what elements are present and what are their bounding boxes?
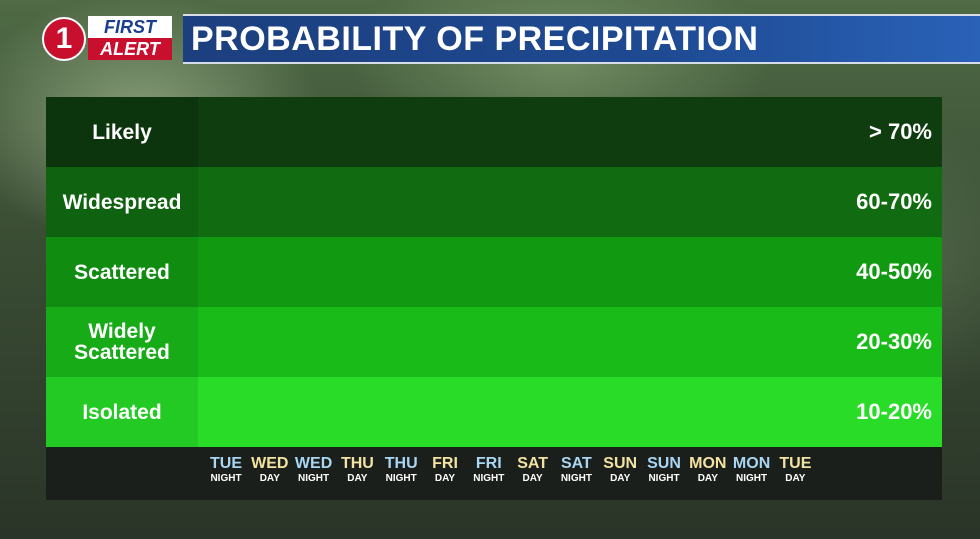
precipitation-chart: Likely > 70% Widespread 60-70% Scattered…: [46, 97, 942, 500]
band-label-text: Widely Scattered: [74, 320, 170, 364]
period-2: WED NIGHT: [292, 455, 336, 485]
period-13: TUE DAY: [773, 455, 817, 485]
band-range: 20-30%: [856, 329, 932, 354]
page-title: PROBABILITY OF PRECIPITATION: [191, 20, 759, 58]
logo-channel-number: 1: [42, 17, 86, 61]
period-time-label: NIGHT: [648, 473, 680, 484]
period-12: MON NIGHT: [730, 455, 774, 485]
period-day-label: SUN: [647, 455, 681, 472]
band-label-text: Widespread: [62, 190, 182, 214]
period-3: THU DAY: [335, 455, 379, 485]
period-time-label: NIGHT: [473, 473, 505, 484]
band-label-text: Scattered: [74, 260, 170, 284]
period-6: FRI NIGHT: [467, 455, 511, 485]
title-bar: PROBABILITY OF PRECIPITATION: [183, 14, 980, 64]
period-5: FRI DAY: [423, 455, 467, 485]
band-label-text: Isolated: [82, 400, 162, 424]
band-label: Likely: [46, 97, 198, 167]
period-day-label: WED: [251, 455, 289, 472]
band-range: > 70%: [869, 119, 932, 144]
period-time-label: DAY: [434, 473, 456, 484]
logo-alert-text: ALERT: [88, 38, 172, 60]
period-8: SAT NIGHT: [554, 455, 598, 485]
first-alert-logo: 1 FIRST ALERT: [42, 16, 172, 62]
band-label: Isolated: [46, 377, 198, 447]
band-range: 10-20%: [856, 399, 932, 424]
period-10: SUN NIGHT: [642, 455, 686, 485]
period-time-label: DAY: [785, 473, 806, 484]
logo-first-text: FIRST: [88, 16, 172, 38]
period-9: SUN DAY: [598, 455, 642, 485]
band-label-text: Likely: [92, 120, 152, 144]
period-day-label: THU: [384, 455, 418, 472]
period-time-label: NIGHT: [298, 473, 330, 484]
period-time-label: DAY: [347, 473, 368, 484]
period-11: MON DAY: [686, 455, 730, 485]
period-time-label: NIGHT: [385, 473, 417, 484]
band-range: 40-50%: [856, 259, 932, 284]
period-day-label: SAT: [517, 455, 548, 472]
period-day-label: TUE: [779, 455, 812, 472]
band-range: 60-70%: [856, 189, 932, 214]
band-likely: Likely > 70%: [46, 97, 942, 167]
band-isolated: Isolated 10-20%: [46, 377, 942, 447]
period-0: TUE NIGHT: [204, 455, 248, 485]
band-label: Widespread: [46, 167, 198, 237]
period-time-label: DAY: [522, 473, 543, 484]
band-widely-scattered: Widely Scattered 20-30%: [46, 307, 942, 377]
period-day-label: THU: [340, 455, 374, 472]
forecast-periods-bar: TUE NIGHT WED DAY WED NIGHT THU DAY THU NIGHT FRI D…: [46, 447, 942, 500]
period-day-label: FRI: [432, 455, 458, 472]
band-label: Scattered: [46, 237, 198, 307]
period-time-label: DAY: [610, 473, 631, 484]
period-time-label: NIGHT: [560, 473, 592, 484]
period-day-label: TUE: [210, 455, 242, 472]
period-time-label: DAY: [697, 473, 718, 484]
period-day-label: FRI: [475, 455, 502, 472]
period-day-label: WED: [294, 455, 333, 472]
period-day-label: MON: [689, 455, 727, 472]
period-day-label: SAT: [560, 455, 592, 472]
band-scattered: Scattered 40-50%: [46, 237, 942, 307]
period-time-label: NIGHT: [736, 473, 768, 484]
band-label: Widely Scattered: [46, 307, 198, 377]
period-1: WED DAY: [248, 455, 292, 485]
band-widespread: Widespread 60-70%: [46, 167, 942, 237]
period-day-label: MON: [732, 455, 771, 472]
period-time-label: NIGHT: [210, 473, 242, 484]
period-7: SAT DAY: [511, 455, 555, 485]
period-4: THU NIGHT: [379, 455, 423, 485]
period-day-label: SUN: [603, 455, 638, 472]
period-time-label: DAY: [259, 473, 280, 484]
